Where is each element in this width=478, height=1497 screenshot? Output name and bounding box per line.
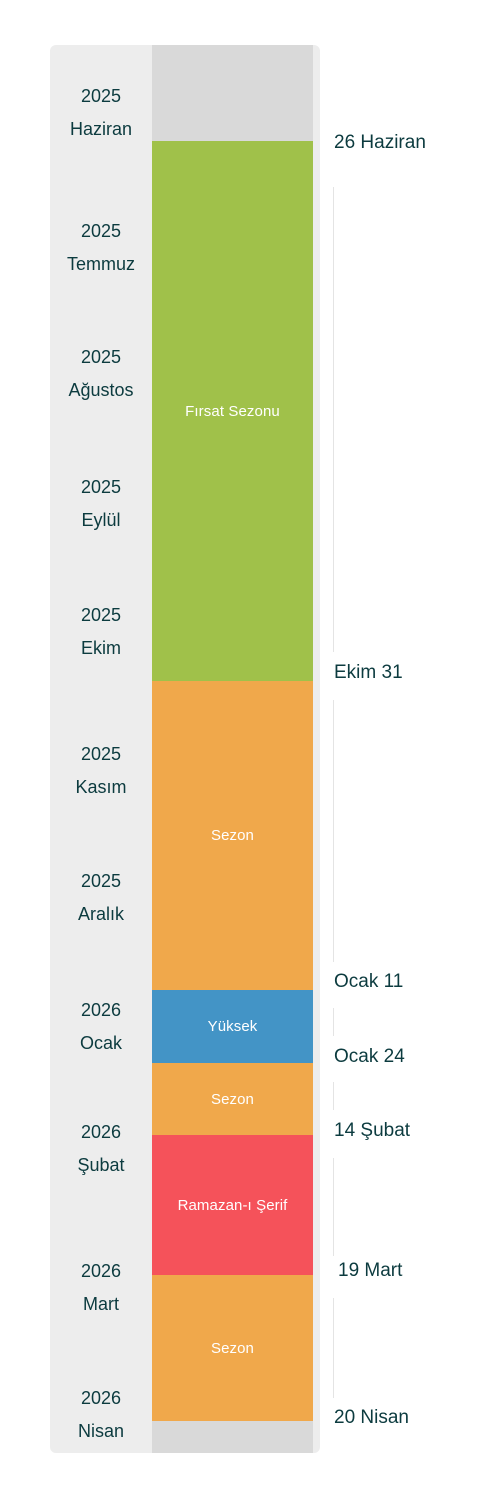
- season-segment: Sezon: [152, 1275, 313, 1421]
- month-year: 2026: [80, 1000, 122, 1020]
- boundary-date: 26 Haziran: [334, 132, 426, 153]
- month-label: 2026 Şubat: [50, 1116, 152, 1182]
- month-label: 2025 Eylül: [50, 471, 152, 537]
- month-name: Haziran: [69, 119, 133, 139]
- month-year: 2025: [80, 86, 122, 106]
- month-label: 2025 Ağustos: [50, 341, 152, 407]
- boundary-date: 19 Mart: [338, 1260, 403, 1281]
- segment-label: Yüksek: [207, 1018, 258, 1035]
- boundary-date: Ocak 11: [334, 971, 404, 992]
- month-name: Ocak: [79, 1033, 122, 1053]
- month-label: 2025 Haziran: [50, 80, 152, 146]
- month-name: Aralık: [77, 904, 124, 924]
- connector-line: [333, 700, 334, 962]
- connector-line: [333, 1158, 334, 1256]
- month-year: 2025: [80, 347, 122, 367]
- month-name: Eylül: [81, 510, 121, 530]
- month-year: 2026: [80, 1122, 122, 1142]
- month-label: 2025 Ekim: [50, 599, 152, 665]
- month-year: 2025: [80, 871, 122, 891]
- month-year: 2025: [80, 477, 122, 497]
- month-name: Nisan: [77, 1421, 125, 1441]
- month-label: 2025 Temmuz: [50, 215, 152, 281]
- connector-line: [333, 1082, 334, 1110]
- connector-line: [333, 1298, 334, 1398]
- season-segment: Ramazan-ı Şerif: [152, 1135, 313, 1275]
- segment-label: Sezon: [210, 827, 255, 844]
- season-segment: Sezon: [152, 681, 313, 990]
- season-segment: Fırsat Sezonu: [152, 141, 313, 681]
- segment-label: Ramazan-ı Şerif: [177, 1196, 288, 1214]
- boundary-date: 20 Nisan: [334, 1407, 409, 1428]
- month-label: 2025 Aralık: [50, 865, 152, 931]
- month-name: Kasım: [75, 777, 127, 797]
- month-year: 2026: [80, 1388, 122, 1408]
- boundary-date: Ocak 24: [334, 1046, 405, 1067]
- month-label: 2026 Ocak: [50, 994, 152, 1060]
- segment-label: Sezon: [210, 1339, 255, 1357]
- month-name: Ekim: [81, 638, 121, 658]
- month-year: 2026: [80, 1261, 122, 1281]
- connector-line: [333, 1008, 334, 1036]
- month-year: 2025: [80, 744, 122, 764]
- month-name: Şubat: [77, 1155, 125, 1175]
- segment-label: Sezon: [210, 1090, 255, 1108]
- month-label: 2026 Nisan: [50, 1382, 152, 1448]
- month-year: 2025: [80, 221, 122, 241]
- month-year: 2025: [80, 605, 122, 625]
- month-label: 2026 Mart: [50, 1255, 152, 1321]
- boundary-date: 14 Şubat: [334, 1120, 411, 1141]
- boundary-date: Ekim 31: [334, 662, 403, 683]
- connector-line: [333, 187, 334, 652]
- month-name: Temmuz: [66, 254, 135, 274]
- month-name: Ağustos: [68, 380, 134, 400]
- season-segment: Yüksek: [152, 990, 313, 1063]
- month-label: 2025 Kasım: [50, 738, 152, 804]
- month-name: Mart: [83, 1294, 119, 1314]
- segment-label: Fırsat Sezonu: [185, 402, 280, 420]
- season-segment: Sezon: [152, 1063, 313, 1135]
